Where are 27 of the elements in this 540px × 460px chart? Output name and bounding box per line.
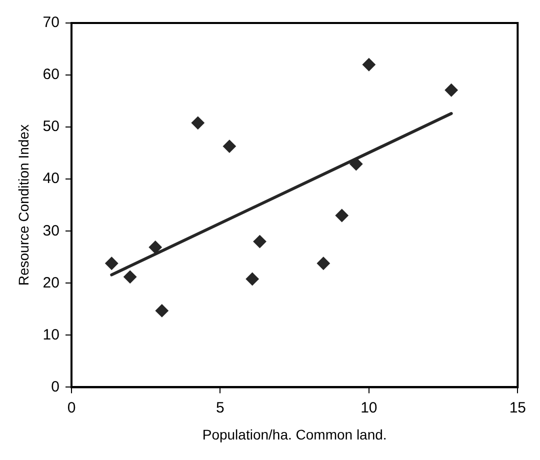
x-axis-title: Population/ha. Common land. xyxy=(202,426,387,442)
y-tick-label: 40 xyxy=(42,170,60,188)
y-tick-label: 0 xyxy=(51,378,60,396)
point xyxy=(124,270,137,284)
y-tick-label: 70 xyxy=(42,14,60,32)
point xyxy=(444,84,458,97)
point xyxy=(335,209,348,222)
point xyxy=(191,116,204,130)
point xyxy=(155,304,168,318)
y-tick-label: 10 xyxy=(42,326,60,344)
point xyxy=(253,235,266,248)
point xyxy=(316,256,330,270)
point xyxy=(246,272,259,286)
y-tick-label: 60 xyxy=(42,66,60,84)
point xyxy=(222,140,236,153)
point xyxy=(105,256,118,270)
y-axis-title: Resource Condition Index xyxy=(15,124,32,286)
y-tick-label: 20 xyxy=(42,274,60,292)
x-tick-label: 10 xyxy=(360,399,378,416)
point xyxy=(148,240,162,254)
x-tick-label: 15 xyxy=(509,399,526,416)
y-tick-label: 30 xyxy=(42,222,60,240)
y-tick-label: 50 xyxy=(42,118,60,136)
x-tick-label: 5 xyxy=(216,399,224,416)
x-tick-label: 0 xyxy=(67,399,76,416)
point xyxy=(350,158,363,170)
point xyxy=(362,58,376,72)
